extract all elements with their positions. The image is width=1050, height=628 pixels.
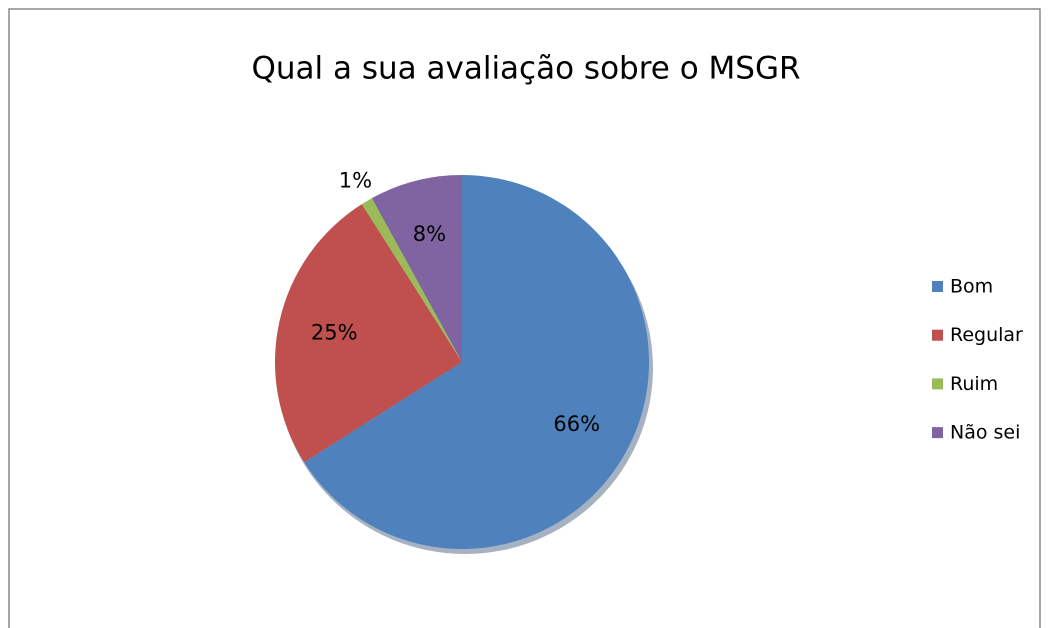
legend-text: Regular [950,324,1023,346]
value-label: 25% [311,320,358,344]
legend-text: Não sei [950,422,1020,444]
legend-swatch [932,378,943,390]
value-label: 1% [339,169,372,193]
pie-slice [304,175,649,549]
value-label: 8% [413,222,446,246]
pie-slice [371,175,462,362]
chart-title: Qual a sua avaliação sobre o MSGR [251,51,800,87]
pie-slice [274,204,462,463]
legend-swatch [932,281,943,292]
legend-swatch [932,427,943,439]
value-label: 66% [553,412,600,436]
pie-slice [361,198,462,362]
legend-swatch [932,329,943,341]
legend-text: Bom [950,276,993,298]
legend-text: Ruim [950,373,998,395]
